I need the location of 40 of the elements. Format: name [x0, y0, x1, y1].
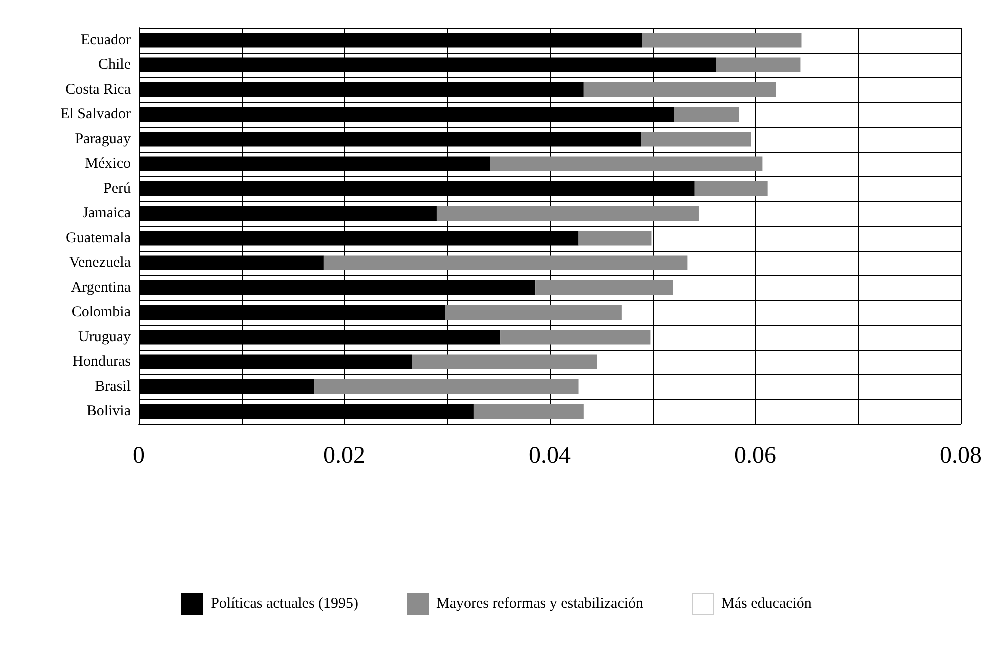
- y-tick-label: Venezuela: [69, 255, 132, 272]
- bar: [694, 181, 768, 196]
- y-tick-label: México: [85, 156, 131, 172]
- y-tick-label: Ecuador: [81, 32, 131, 48]
- x-tick-label: 0.06: [734, 443, 776, 469]
- y-tick-label: Guatemala: [66, 230, 132, 246]
- bar: [642, 32, 802, 48]
- bar: [445, 305, 622, 320]
- bar: [674, 107, 740, 122]
- bar: [641, 132, 752, 147]
- bar: [324, 256, 688, 271]
- y-tick-label: Paraguay: [75, 131, 132, 148]
- bar: [584, 82, 776, 98]
- y-tick-label: El Salvador: [60, 106, 131, 123]
- legend-label: Políticas actuales (1995): [211, 596, 359, 612]
- y-tick-label: Brasil: [95, 378, 131, 395]
- y-tick-label: Perú: [104, 180, 132, 197]
- bar: [500, 330, 651, 345]
- bar: [716, 58, 801, 73]
- legend-label: Mayores reformas y estabilización: [436, 596, 644, 612]
- x-tick-label: 0.02: [324, 443, 366, 469]
- bar: [578, 230, 652, 246]
- x-tick-label: 0.08: [940, 443, 982, 469]
- y-tick-label: Argentina: [71, 280, 132, 296]
- y-tick-label: Jamaica: [82, 206, 132, 222]
- y-tick-label: Chile: [98, 57, 132, 74]
- bar: [412, 354, 598, 370]
- bar: [314, 379, 579, 394]
- y-tick-label: Honduras: [72, 354, 132, 370]
- y-tick-label: Costa Rica: [66, 82, 132, 98]
- y-tick-label: Bolivia: [86, 404, 132, 420]
- bar: [490, 156, 763, 172]
- bar: [536, 280, 674, 296]
- bar: [474, 404, 584, 420]
- legend-label: Más educación: [722, 596, 812, 612]
- y-tick-label: Uruguay: [78, 329, 132, 346]
- x-tick-label: 0: [133, 443, 145, 469]
- bar: [436, 206, 699, 222]
- x-tick-label: 0.04: [529, 443, 571, 469]
- y-tick-label: Colombia: [72, 304, 132, 321]
